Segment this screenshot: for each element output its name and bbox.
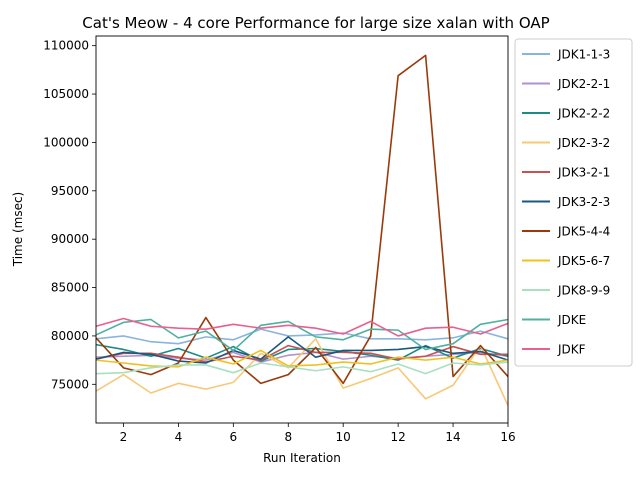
x-tick-label: 14 <box>445 430 460 444</box>
series-line-jdk3-2-3 <box>95 336 509 364</box>
x-tick-label: 12 <box>390 430 405 444</box>
y-tick-label: 85000 <box>51 281 89 295</box>
x-tick-label: 6 <box>230 430 238 444</box>
series-line-jdk2-3-2 <box>95 338 509 406</box>
x-axis-label: Run Iteration <box>263 451 341 465</box>
x-axis: 2 4 6 8 10 12 14 16 <box>120 423 516 444</box>
legend-label: JDK3-2-1 <box>557 166 610 180</box>
series-line-jdk5-4-4 <box>95 54 509 385</box>
y-axis: 75000 80000 85000 90000 95000 100000 105000 110… <box>43 39 96 391</box>
y-tick-label: 100000 <box>43 135 89 149</box>
legend-label: JDK5-4-4 <box>557 225 610 239</box>
legend-label: JDK8-9-9 <box>557 284 610 298</box>
legend-label: JDK2-2-1 <box>557 77 610 91</box>
y-tick-label: 80000 <box>51 329 89 343</box>
legend-label: JDKF <box>557 343 586 357</box>
x-tick-label: 8 <box>284 430 292 444</box>
series-line-jdk8-9-9 <box>95 361 509 375</box>
legend-label: JDKE <box>557 313 586 327</box>
x-tick-label: 2 <box>120 430 128 444</box>
legend-label: JDK2-3-2 <box>557 136 610 150</box>
y-tick-label: 105000 <box>43 87 89 101</box>
series-line-jdke <box>95 318 509 352</box>
y-tick-label: 90000 <box>51 232 89 246</box>
y-tick-label: 75000 <box>51 377 89 391</box>
legend-label: JDK2-2-2 <box>557 107 610 121</box>
plot-area <box>95 35 509 424</box>
y-tick-label: 110000 <box>43 39 89 53</box>
legend-label: JDK1-1-3 <box>557 48 610 62</box>
x-tick-label: 4 <box>175 430 183 444</box>
legend-label: JDK5-6-7 <box>557 254 610 268</box>
legend-box <box>514 38 633 367</box>
series-layer <box>95 54 509 406</box>
legend-label: JDK3-2-3 <box>557 195 610 209</box>
series-line-jdk3-2-1 <box>95 344 508 363</box>
chart-title: Cat's Meow - 4 core Performance for larg… <box>82 14 549 32</box>
series-line-jdkf <box>95 317 509 337</box>
x-tick-label: 10 <box>336 430 351 444</box>
y-tick-label: 95000 <box>51 184 89 198</box>
plot-frame <box>95 35 509 424</box>
y-axis-label: Time (msec) <box>11 192 25 267</box>
series-line-jdk1-1-3 <box>95 328 509 345</box>
x-tick-label: 16 <box>500 430 515 444</box>
legend: JDK1-1-3 JDK2-2-1 JDK2-2-2 JDK2-3-2 JDK3-2-1… <box>514 38 633 367</box>
